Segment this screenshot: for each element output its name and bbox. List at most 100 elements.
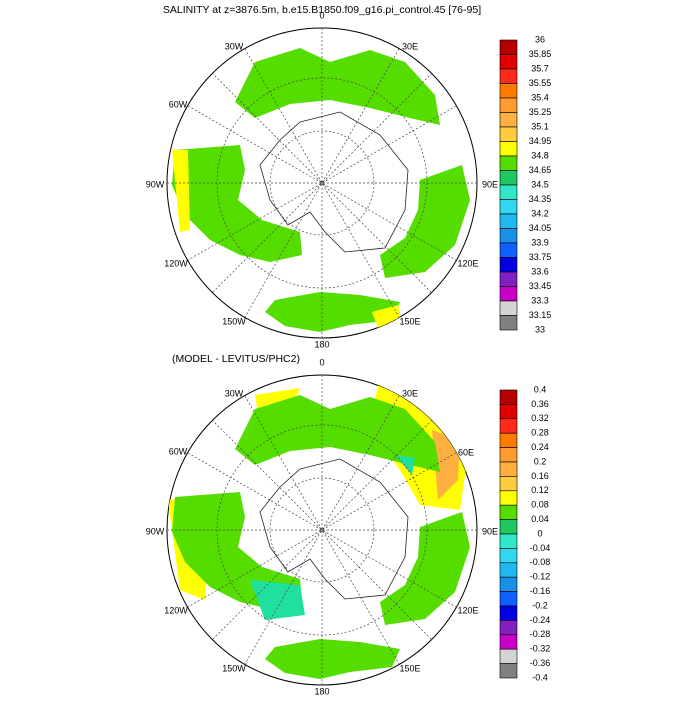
colorbar-swatch [499, 533, 518, 549]
colorbar-label: -0.08 [530, 557, 551, 567]
lon-label: 150E [399, 316, 420, 326]
colorbar-label: 33.75 [529, 252, 552, 262]
lon-label: 90W [146, 179, 165, 189]
colorbar-swatch [499, 404, 518, 420]
colorbar-swatch [499, 83, 518, 99]
lon-label: 150W [222, 316, 246, 326]
colorbar-label: -0.32 [530, 644, 551, 654]
lon-label: 150E [399, 663, 420, 673]
colorbar-label: 0.08 [531, 500, 549, 510]
colorbar-swatch [499, 228, 518, 244]
colorbar-label: 33.45 [529, 281, 552, 291]
colorbar-swatch [499, 68, 518, 84]
colorbar-swatch [499, 432, 518, 448]
colorbar-label: 35.55 [529, 78, 552, 88]
lon-label: 120E [457, 258, 478, 268]
colorbar-swatch [499, 461, 518, 477]
colorbar-label: 34.65 [529, 165, 552, 175]
lon-label: 30E [402, 41, 418, 51]
colorbar-label: -0.2 [532, 600, 548, 610]
map-field [167, 375, 477, 685]
colorbar-swatch [499, 576, 518, 592]
colorbar-label: -0.28 [530, 629, 551, 639]
colorbar-swatch [499, 490, 518, 506]
colorbar-label: 0.24 [531, 442, 549, 452]
lon-label: 0 [319, 10, 324, 20]
colorbar-label: 34.8 [531, 150, 549, 160]
lon-label: 180 [314, 686, 329, 696]
colorbar-label: 34.95 [529, 136, 552, 146]
colorbar-swatch [499, 663, 518, 679]
colorbar-swatch [499, 562, 518, 578]
lon-label: 30W [225, 388, 244, 398]
colorbar-swatch [499, 271, 518, 287]
colorbar-swatch [499, 605, 518, 621]
colorbar-swatch [499, 126, 518, 142]
colorbar-label: -0.4 [532, 672, 548, 682]
colorbar-swatch [499, 213, 518, 229]
colorbar-swatch [499, 257, 518, 273]
colorbar-label: -0.12 [530, 572, 551, 582]
colorbar-label: 0.36 [531, 399, 549, 409]
colorbar-label: -0.16 [530, 586, 551, 596]
colorbar-swatch [499, 620, 518, 636]
colorbar-swatch [499, 447, 518, 463]
colorbar-label: 0.4 [534, 384, 547, 394]
colorbar-swatch [499, 648, 518, 664]
panel-title: SALINITY at z=3876.5m, b.e15.B1850.f09_g… [163, 4, 481, 16]
colorbar-swatch [499, 418, 518, 434]
colorbar-label: 35.85 [529, 49, 552, 59]
lon-label: 60W [169, 446, 188, 456]
colorbar-swatch [499, 504, 518, 520]
colorbar-swatch [499, 519, 518, 535]
colorbar-label: 33.9 [531, 237, 549, 247]
colorbar-label: 0 [537, 528, 542, 538]
colorbar-swatch [499, 242, 518, 258]
lon-label: 0 [319, 357, 324, 367]
lon-label: 150W [222, 663, 246, 673]
lon-label: 90W [146, 526, 165, 536]
colorbar-label: 0.28 [531, 428, 549, 438]
colorbar-swatch [499, 389, 518, 405]
colorbar-label: 35.7 [531, 63, 549, 73]
colorbar-label: 36 [535, 34, 545, 44]
colorbar-swatch [499, 315, 518, 331]
colorbar-swatch [499, 39, 518, 55]
colorbar-label: 0.16 [531, 471, 549, 481]
lon-label: 30W [225, 41, 244, 51]
lon-label: 90E [482, 526, 498, 536]
colorbar-swatch [499, 591, 518, 607]
colorbar-label: 33 [535, 324, 545, 334]
colorbar-swatch [499, 155, 518, 171]
colorbar-swatch [499, 300, 518, 316]
colorbar-label: 35.4 [531, 92, 549, 102]
colorbar-label: 33.3 [531, 295, 549, 305]
colorbar-label: 0.2 [534, 456, 547, 466]
colorbar-label: 35.25 [529, 107, 552, 117]
colorbar-swatch [499, 286, 518, 302]
colorbar-label: 0.04 [531, 514, 549, 524]
map-field [167, 28, 477, 338]
colorbar-swatch [499, 548, 518, 564]
colorbar-label: -0.36 [530, 658, 551, 668]
panel-1: SALINITY at z=3876.5m, b.e15.B1850.f09_g… [163, 4, 481, 339]
lon-label: 60W [169, 99, 188, 109]
colorbar-swatch [499, 170, 518, 186]
colorbar-swatch [499, 476, 518, 492]
colorbar-swatch [499, 54, 518, 70]
colorbar-label: -0.24 [530, 615, 551, 625]
colorbar-label: 34.2 [531, 208, 549, 218]
colorbar-label: -0.04 [530, 543, 551, 553]
colorbar-label: 0.12 [531, 485, 549, 495]
colorbar-label: 33.6 [531, 266, 549, 276]
lon-label: 30E [402, 388, 418, 398]
lon-label: 120E [457, 605, 478, 615]
lon-label: 120W [164, 258, 188, 268]
panel-2: (MODEL - LEVITUS/PHC2) [166, 353, 478, 686]
colorbar-swatch [499, 184, 518, 200]
lon-label: 120W [164, 605, 188, 615]
colorbar-swatch [499, 199, 518, 215]
colorbar-label: 33.15 [529, 310, 552, 320]
lon-label: 60E [458, 447, 474, 457]
